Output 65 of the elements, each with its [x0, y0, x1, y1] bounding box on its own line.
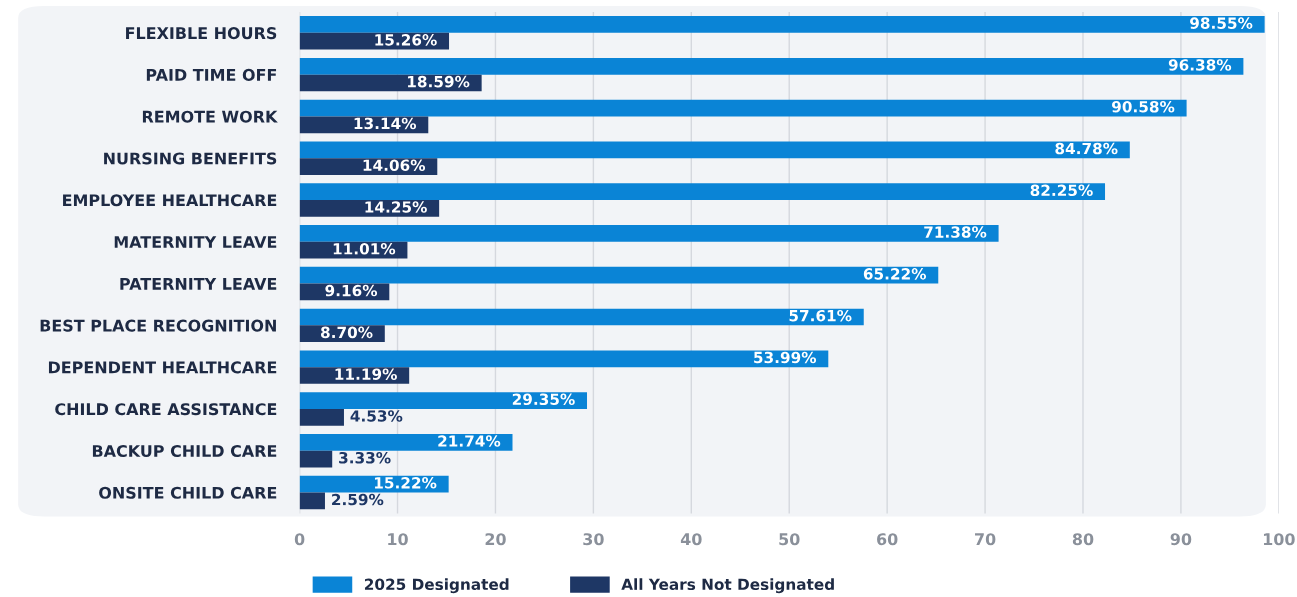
data-label: 8.70% — [320, 326, 373, 339]
x-tick-label: 30 — [583, 533, 604, 546]
bar — [299, 434, 513, 451]
data-label: 9.16% — [325, 284, 378, 297]
y-tick-label: BEST PLACE RECOGNITION — [40, 319, 276, 332]
data-label: 3.33% — [339, 451, 391, 464]
data-label: 90.58% — [1112, 100, 1175, 113]
data-label: 15.26% — [375, 34, 437, 46]
bar — [299, 225, 999, 242]
x-tick-label: 20 — [485, 533, 506, 546]
bar — [299, 99, 1187, 117]
bar — [299, 392, 588, 409]
x-tick-label: 60 — [877, 533, 898, 546]
data-label: 96.38% — [1168, 59, 1232, 71]
data-label: 13.14% — [354, 117, 417, 130]
x-tick-label: 50 — [779, 533, 800, 546]
y-tick-label: NURSING BENEFITS — [104, 152, 277, 165]
x-tick-label: 10 — [388, 533, 408, 546]
bar — [299, 350, 829, 368]
data-label: 82.25% — [1030, 184, 1093, 197]
y-tick-label: PATERNITY LEAVE — [120, 278, 277, 290]
bar — [299, 475, 449, 493]
data-label: 4.53% — [350, 410, 403, 422]
data-label: 11.19% — [335, 368, 397, 380]
data-label: 21.74% — [438, 435, 501, 447]
data-label: 2.59% — [332, 493, 384, 506]
bar — [299, 57, 1244, 75]
x-tick-label: 40 — [680, 533, 702, 546]
legend-label: 2025 Designated — [364, 578, 509, 594]
x-tick-label: 80 — [1072, 533, 1094, 546]
legend-label: All Years Not Designated — [621, 578, 834, 594]
data-label: 71.38% — [924, 226, 987, 238]
x-tick-label: 100 — [1263, 533, 1295, 546]
data-label: 11.01% — [333, 243, 396, 255]
data-label: 57.61% — [789, 309, 852, 322]
data-label: 14.06% — [363, 159, 426, 171]
bar — [299, 266, 939, 284]
y-tick-label: CHILD CARE ASSISTANCE — [55, 403, 277, 416]
bar — [299, 16, 1265, 33]
data-label: 84.78% — [1055, 142, 1118, 155]
data-label: 29.35% — [512, 393, 575, 406]
x-tick-label: 70 — [975, 533, 996, 546]
data-label: 98.55% — [1190, 17, 1253, 29]
y-tick-label: MATERNITY LEAVE — [114, 236, 277, 248]
x-tick-label: 90 — [1170, 533, 1192, 546]
data-label: 65.22% — [863, 268, 927, 280]
data-label: 53.99% — [754, 351, 817, 364]
y-tick-label: BACKUP CHILD CARE — [92, 444, 277, 458]
bar — [299, 450, 333, 468]
x-tick-label: 0 — [294, 533, 305, 546]
data-label: 18.59% — [407, 75, 470, 88]
y-tick-label: ONSITE CHILD CARE — [99, 486, 277, 499]
bar — [299, 308, 864, 326]
data-label: 15.22% — [374, 477, 437, 489]
y-tick-label: FLEXIBLE HOURS — [126, 27, 277, 40]
bar — [299, 183, 1106, 200]
y-tick-label: REMOTE WORK — [142, 110, 278, 123]
bar — [299, 141, 1130, 159]
bar — [299, 408, 344, 426]
data-label: 14.25% — [365, 201, 427, 213]
y-tick-label: PAID TIME OFF — [146, 68, 277, 81]
y-tick-label: DEPENDENT HEALTHCARE — [48, 361, 277, 374]
bar — [299, 32, 450, 50]
bar — [299, 492, 325, 510]
y-tick-label: EMPLOYEE HEALTHCARE — [63, 194, 277, 207]
